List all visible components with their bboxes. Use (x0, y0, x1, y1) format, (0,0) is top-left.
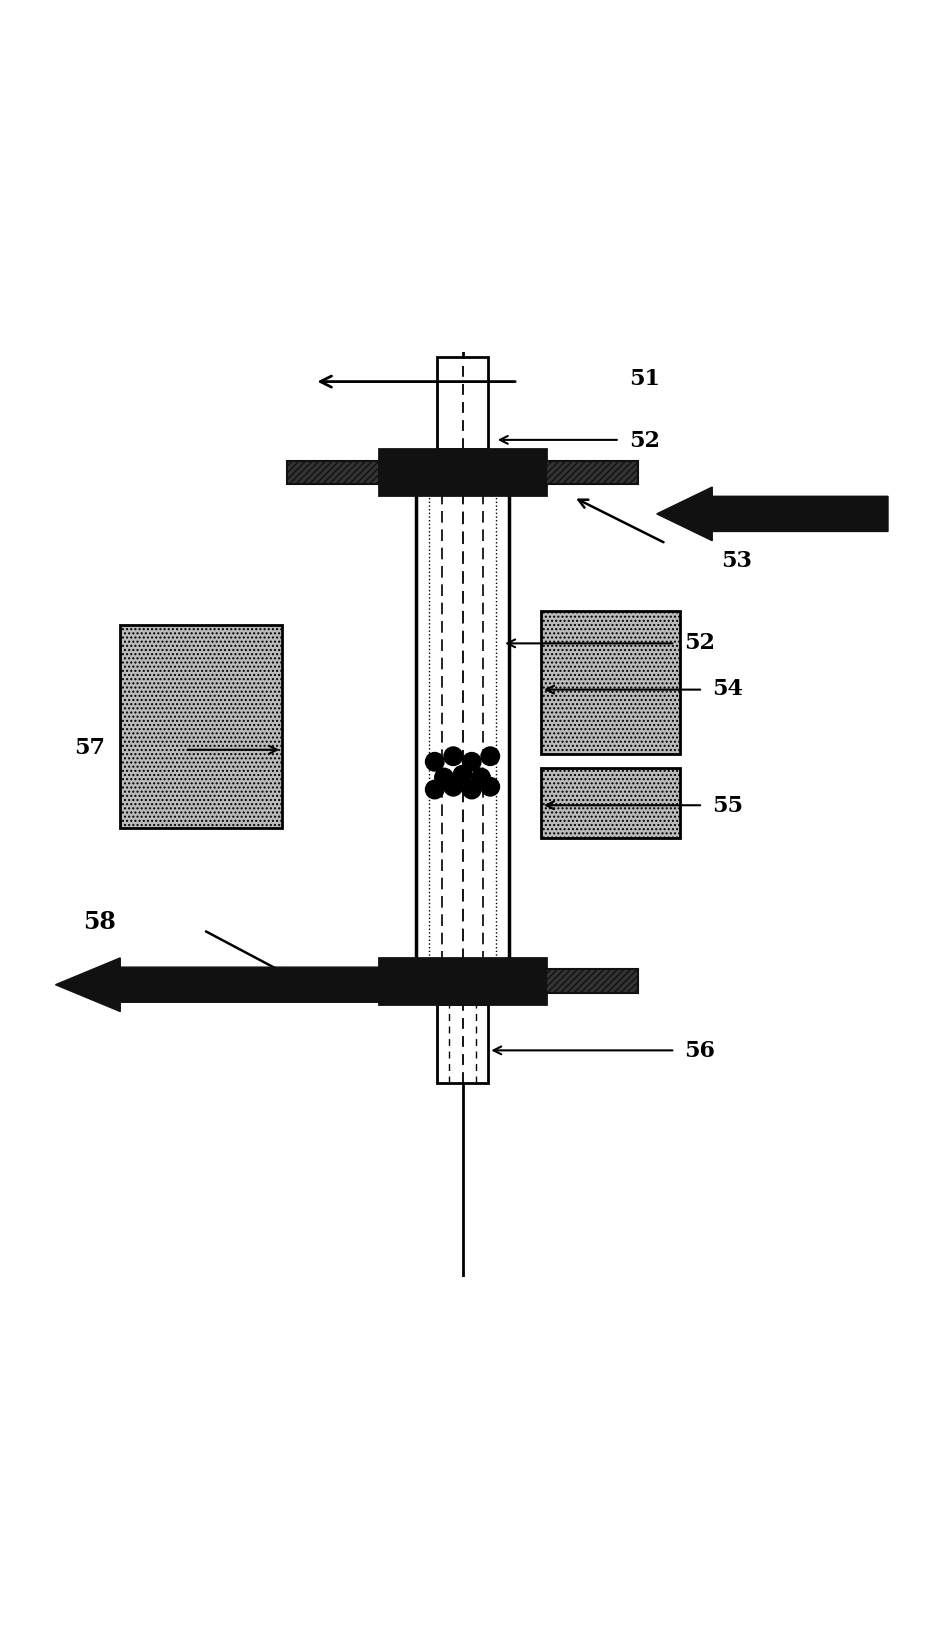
Circle shape (462, 753, 481, 771)
Text: 52: 52 (629, 430, 660, 452)
Text: 54: 54 (712, 678, 743, 699)
Circle shape (462, 781, 481, 799)
Text: 52: 52 (684, 631, 716, 654)
Bar (438, 357, 488, 450)
Bar (541, 611, 680, 755)
Bar (120, 626, 282, 830)
Bar (416, 463, 509, 981)
Circle shape (426, 781, 444, 799)
Circle shape (435, 769, 453, 787)
Text: 57: 57 (74, 737, 105, 758)
Text: 53: 53 (722, 549, 752, 572)
Bar (438, 1004, 488, 1082)
Text: 51: 51 (629, 368, 660, 390)
Bar (546, 970, 638, 993)
Text: 56: 56 (684, 1040, 716, 1061)
Text: 55: 55 (712, 795, 744, 817)
Circle shape (426, 753, 444, 771)
Text: 58: 58 (83, 910, 117, 934)
Bar (546, 461, 638, 484)
Circle shape (481, 748, 500, 766)
FancyArrow shape (56, 958, 379, 1012)
Circle shape (444, 748, 462, 766)
Circle shape (444, 778, 462, 797)
Circle shape (472, 769, 490, 787)
Bar (379, 450, 546, 496)
Bar (541, 769, 680, 838)
Bar (287, 970, 379, 993)
Circle shape (453, 766, 472, 784)
Bar (287, 461, 379, 484)
Bar (379, 958, 546, 1004)
FancyArrow shape (657, 487, 888, 541)
Circle shape (481, 778, 500, 797)
